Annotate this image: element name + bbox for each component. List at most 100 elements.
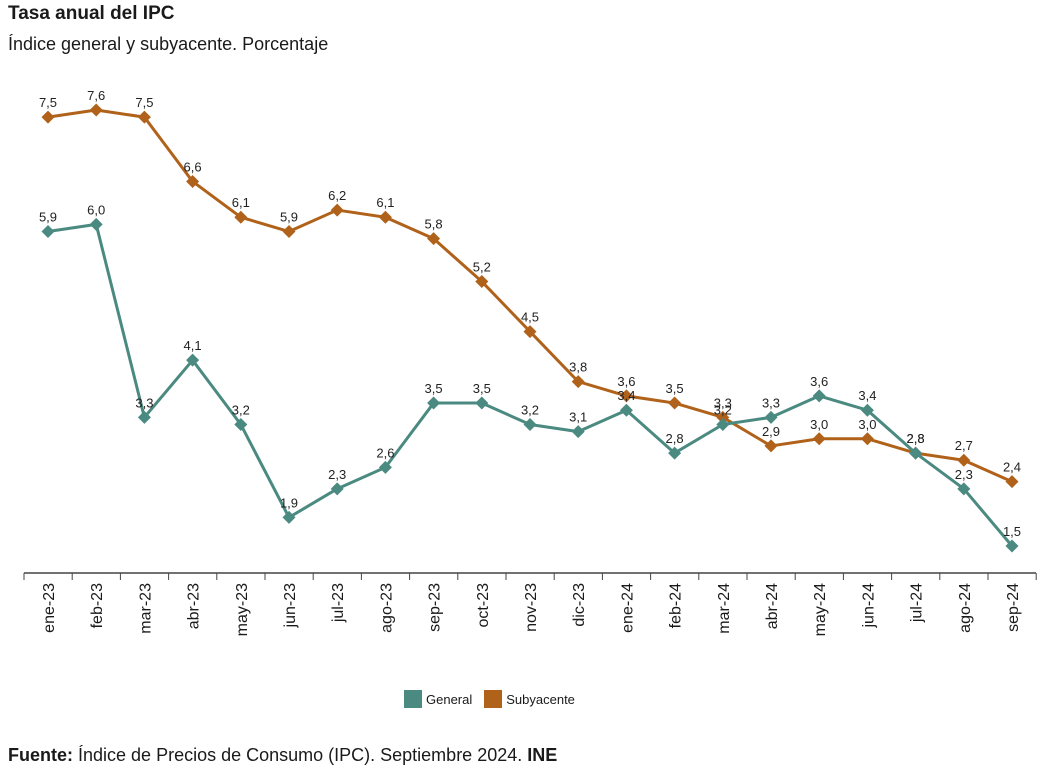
data-point-general: [234, 417, 248, 431]
source-org: INE: [527, 745, 558, 765]
data-point-subyacente: [619, 389, 633, 403]
x-tick-label: abr-24: [764, 583, 781, 629]
source-note: Fuente: Índice de Precios de Consumo (IP…: [8, 745, 557, 766]
data-point-general: [1005, 539, 1019, 553]
data-point-subyacente: [571, 375, 585, 389]
series-line-general: [47, 222, 1014, 547]
data-point-subyacente: [427, 232, 441, 246]
x-tick-label: ago-24: [957, 583, 974, 633]
x-tick-label: ago-23: [378, 583, 395, 633]
data-label-general: 6,0: [87, 202, 105, 217]
x-tick-label: may-23: [234, 583, 251, 636]
data-label-general: 3,5: [473, 381, 491, 396]
x-tick-label: jun-23: [282, 583, 299, 629]
data-label-subyacente: 5,2: [473, 260, 491, 275]
data-label-general: 2,8: [666, 431, 684, 446]
data-label-general: 2,6: [376, 445, 394, 460]
data-label-general: 2,3: [955, 467, 973, 482]
x-tick-label: jul-24: [909, 583, 926, 623]
x-tick-label: nov-23: [523, 583, 540, 632]
x-tick-label: abr-23: [186, 583, 203, 629]
data-label-subyacente: 5,8: [425, 217, 443, 232]
data-point-subyacente: [668, 396, 682, 410]
data-point-subyacente: [330, 203, 344, 217]
legend-swatch-general: [404, 690, 422, 708]
data-label-subyacente: 2,8: [907, 431, 925, 446]
data-label-subyacente: 2,7: [955, 438, 973, 453]
data-point-subyacente: [812, 432, 826, 446]
data-label-subyacente: 5,9: [280, 210, 298, 225]
data-point-general: [186, 353, 200, 367]
data-label-subyacente: 6,2: [328, 188, 346, 203]
data-point-general: [330, 482, 344, 496]
data-point-general: [89, 217, 103, 231]
legend-label-subyacente: Subyacente: [506, 691, 575, 707]
legend: General Subyacente: [404, 690, 587, 708]
x-tick-label: feb-23: [89, 583, 106, 628]
chart-title: Tasa anual del IPC: [8, 3, 175, 24]
line-chart: ene-23 feb-23 mar-23 abr-23 may-23 jun-23 jul-…: [23, 88, 1037, 636]
data-point-subyacente: [957, 453, 971, 467]
x-tick-label: dic-23: [571, 583, 588, 627]
data-label-general: 3,4: [617, 388, 635, 403]
data-point-general: [378, 460, 392, 474]
data-point-general: [475, 396, 489, 410]
data-label-subyacente: 4,5: [521, 310, 539, 325]
x-tick-label: jun-24: [860, 583, 877, 629]
data-label-general: 3,2: [232, 402, 250, 417]
data-point-subyacente: [716, 410, 730, 424]
data-point-subyacente: [282, 225, 296, 239]
data-point-general: [764, 410, 778, 424]
data-point-subyacente: [41, 110, 55, 124]
data-point-general: [619, 403, 633, 417]
data-label-subyacente: 3,6: [617, 374, 635, 389]
data-label-general: 3,6: [810, 374, 828, 389]
data-label-general: 3,2: [714, 402, 732, 417]
data-label-subyacente: 7,5: [39, 95, 57, 110]
data-label-subyacente: 6,1: [376, 195, 394, 210]
data-point-subyacente: [764, 439, 778, 453]
legend-item-subyacente: Subyacente: [484, 690, 575, 708]
data-label-subyacente: 3,0: [858, 417, 876, 432]
data-label-general: 2,8: [907, 431, 925, 446]
data-label-general: 1,5: [1003, 524, 1021, 539]
data-point-general: [282, 510, 296, 524]
data-point-general: [860, 403, 874, 417]
data-label-subyacente: 3,3: [714, 395, 732, 410]
data-point-subyacente: [1005, 475, 1019, 489]
chart-subtitle: Índice general y subyacente. Porcentaje: [8, 34, 329, 54]
data-label-general: 5,9: [39, 210, 57, 225]
data-point-subyacente: [523, 325, 537, 339]
data-label-subyacente: 6,1: [232, 195, 250, 210]
data-label-general: 3,5: [425, 381, 443, 396]
data-label-subyacente: 6,6: [184, 159, 202, 174]
data-point-general: [716, 417, 730, 431]
x-tick-label: sep-24: [1005, 583, 1022, 632]
data-point-subyacente: [475, 275, 489, 289]
data-label-general: 3,3: [135, 395, 153, 410]
x-tick-label: may-24: [812, 583, 829, 636]
x-tick-label: jul-23: [330, 583, 347, 623]
data-point-subyacente: [137, 110, 151, 124]
data-label-general: 3,2: [521, 402, 539, 417]
data-point-subyacente: [234, 210, 248, 224]
data-label-general: 3,3: [762, 395, 780, 410]
legend-item-general: General: [404, 690, 472, 708]
data-point-general: [812, 389, 826, 403]
data-point-general: [909, 446, 923, 460]
data-point-subyacente: [89, 103, 103, 117]
x-tick-label: mar-23: [137, 583, 154, 634]
legend-label-general: General: [426, 691, 473, 707]
data-point-subyacente: [860, 432, 874, 446]
x-tick-label: ene-24: [619, 583, 636, 633]
data-point-general: [427, 396, 441, 410]
data-label-subyacente: 2,4: [1003, 460, 1021, 475]
x-tick-label: feb-24: [668, 583, 685, 628]
data-point-subyacente: [186, 174, 200, 188]
data-point-general: [41, 225, 55, 239]
x-tick-label: mar-24: [716, 583, 733, 634]
legend-swatch-subyacente: [484, 690, 503, 708]
source-text: Índice de Precios de Consumo (IPC). Sept…: [78, 745, 523, 765]
data-label-subyacente: 3,0: [810, 417, 828, 432]
